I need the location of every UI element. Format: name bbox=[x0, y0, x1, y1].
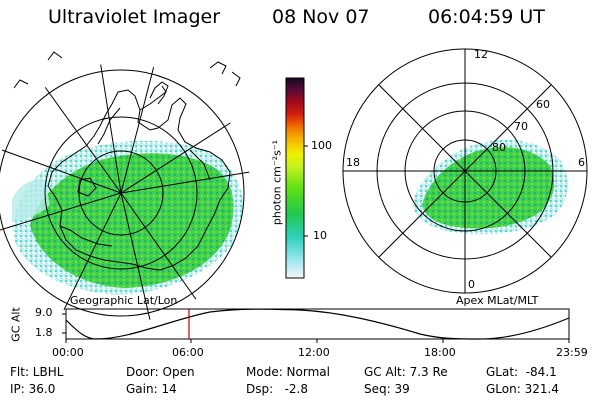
colorbar bbox=[285, 77, 308, 279]
info-seq: Seq: 39 bbox=[364, 382, 410, 396]
mlat-label-70: 70 bbox=[514, 120, 528, 133]
apex-caption: Apex MLat/MLT bbox=[456, 294, 539, 307]
info-glat: GLat: -84.1 bbox=[486, 365, 557, 379]
info-glon: GLon: 321.4 bbox=[486, 382, 559, 396]
mlat-label-80: 80 bbox=[492, 141, 506, 154]
geographic-caption: Geographic Lat/Lon bbox=[70, 294, 178, 307]
info-gain: Gain: 14 bbox=[126, 382, 177, 396]
colorbar-tick-100: 100 bbox=[311, 139, 332, 152]
info-door: Door: Open bbox=[126, 365, 195, 379]
imager-title: Ultraviolet Imager bbox=[48, 6, 221, 28]
timeline-y-tick-9: 9.0 bbox=[35, 306, 53, 319]
mlt-label-18: 18 bbox=[346, 156, 360, 169]
info-gc-alt: GC Alt: 7.3 Re bbox=[364, 365, 448, 379]
timeline-x-tick-18: 18:00 bbox=[424, 346, 456, 359]
aurora-image-core bbox=[30, 153, 234, 288]
timeline-plot bbox=[62, 308, 570, 343]
aurora-image-left bbox=[12, 179, 50, 222]
mlt-label-6: 6 bbox=[578, 156, 585, 169]
timeline-x-tick-6: 06:00 bbox=[172, 346, 204, 359]
mlt-label-0: 0 bbox=[468, 278, 475, 291]
altitude-curve bbox=[65, 308, 570, 340]
colorbar-label: photon cm⁻²s⁻¹ bbox=[270, 139, 284, 226]
time-label: 06:04:59 UT bbox=[428, 6, 545, 28]
date-label: 08 Nov 07 bbox=[272, 6, 370, 28]
timeline-y-label: GC Alt bbox=[9, 307, 23, 342]
info-mode: Mode: Normal bbox=[246, 365, 330, 379]
oval-core bbox=[422, 147, 555, 229]
timeline-x-tick-0: 00:00 bbox=[52, 346, 84, 359]
info-flt: Flt: LBHL bbox=[10, 365, 64, 379]
timeline-x-tick-12: 12:00 bbox=[298, 346, 330, 359]
info-ip: IP: 36.0 bbox=[10, 382, 56, 396]
mlt-label-12: 12 bbox=[474, 48, 488, 61]
magnetic-map bbox=[342, 48, 588, 294]
timeline-y-tick-1-8: 1.8 bbox=[35, 326, 53, 339]
colorbar-tick-10: 10 bbox=[313, 229, 327, 242]
info-dsp: Dsp: -2.8 bbox=[246, 382, 309, 396]
geographic-map bbox=[0, 51, 251, 323]
mlat-label-60: 60 bbox=[536, 98, 550, 111]
timeline-x-tick-end: 23:59 bbox=[556, 346, 588, 359]
